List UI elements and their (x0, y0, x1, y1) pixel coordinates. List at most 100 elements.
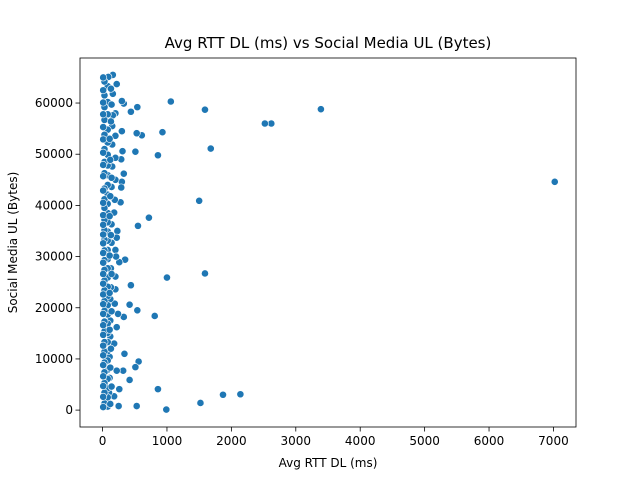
x-tick-label: 1000 (152, 434, 183, 448)
y-tick-label: 20000 (35, 301, 73, 315)
data-point (236, 390, 245, 399)
data-point (107, 117, 115, 126)
x-tick-label: 0 (99, 434, 107, 448)
data-point (125, 300, 134, 309)
y-tick-label: 50000 (35, 147, 73, 161)
data-point (132, 129, 141, 138)
data-point (196, 399, 205, 407)
data-point (99, 98, 108, 107)
data-point (166, 97, 175, 106)
data-point (119, 366, 128, 375)
data-point (99, 186, 108, 195)
x-tick-label: 5000 (409, 434, 440, 448)
data-point (107, 231, 115, 239)
data-point (99, 330, 108, 339)
data-point (106, 192, 115, 201)
data-point (99, 239, 108, 248)
data-point (150, 312, 159, 320)
data-point (107, 270, 116, 278)
data-point (99, 86, 108, 95)
data-point (99, 73, 108, 82)
data-point (120, 349, 129, 358)
data-point (99, 211, 108, 220)
data-point (99, 198, 108, 207)
data-point (99, 230, 108, 239)
data-point (99, 351, 108, 360)
data-point (105, 134, 114, 143)
data-point (99, 161, 108, 169)
data-point (99, 110, 108, 119)
data-point (99, 172, 108, 181)
data-point (219, 390, 227, 399)
data-point (114, 309, 122, 318)
data-point (105, 289, 114, 297)
data-point (99, 279, 108, 288)
data-points (99, 70, 559, 414)
x-axis-title: Avg RTT DL (ms) (279, 456, 378, 470)
data-point (112, 80, 121, 88)
data-point (99, 220, 108, 229)
chart-title: Avg RTT DL (ms) vs Social Media UL (Byte… (165, 34, 492, 52)
data-point (99, 309, 108, 318)
data-point (99, 321, 108, 330)
data-point (154, 151, 162, 160)
data-point (112, 252, 120, 261)
data-point (158, 128, 167, 137)
data-point (99, 392, 108, 401)
data-point (133, 103, 142, 112)
data-point (317, 105, 325, 114)
data-point (154, 385, 162, 394)
data-point (119, 169, 128, 178)
x-tick-label: 3000 (281, 434, 312, 448)
data-point (132, 402, 141, 410)
data-point (126, 107, 135, 116)
data-point (162, 405, 171, 414)
data-point (99, 123, 108, 131)
data-point (107, 100, 116, 109)
data-point (131, 363, 140, 372)
data-point (99, 290, 108, 299)
data-point (114, 402, 123, 410)
data-point (105, 251, 114, 260)
data-point (550, 177, 559, 186)
data-point (206, 144, 215, 153)
data-point (118, 147, 127, 156)
data-point (117, 127, 126, 136)
x-tick-label: 4000 (345, 434, 376, 448)
data-point (131, 147, 140, 156)
data-point (106, 363, 115, 372)
data-point (99, 270, 108, 278)
data-point (107, 173, 116, 182)
data-point (105, 325, 114, 334)
data-point (107, 382, 116, 391)
plot-frame (79, 57, 577, 428)
data-point (145, 213, 153, 222)
data-point (126, 281, 135, 290)
data-point (99, 382, 108, 390)
data-point (125, 376, 134, 384)
y-axis-title: Social Media UL (Bytes) (6, 172, 20, 314)
data-point (133, 306, 142, 315)
data-point (106, 155, 115, 164)
x-tick-label: 7000 (538, 434, 569, 448)
x-tick-label: 2000 (216, 434, 247, 448)
data-point (99, 300, 108, 309)
data-point (99, 258, 108, 267)
data-point (106, 400, 115, 408)
data-point (195, 196, 204, 205)
data-point (99, 403, 108, 411)
data-point (107, 84, 115, 93)
data-point (99, 372, 108, 381)
y-tick-label: 30000 (35, 250, 73, 264)
x-axis: 0 1000 2000 3000 4000 5000 6000 7000 (99, 427, 569, 448)
data-point (99, 249, 108, 257)
data-point (113, 227, 122, 235)
data-point (111, 246, 120, 254)
y-tick-label: 60000 (35, 96, 73, 110)
data-point (260, 119, 269, 128)
data-point (112, 323, 121, 332)
data-point (105, 212, 114, 221)
data-point (115, 385, 124, 394)
data-point (267, 119, 276, 128)
